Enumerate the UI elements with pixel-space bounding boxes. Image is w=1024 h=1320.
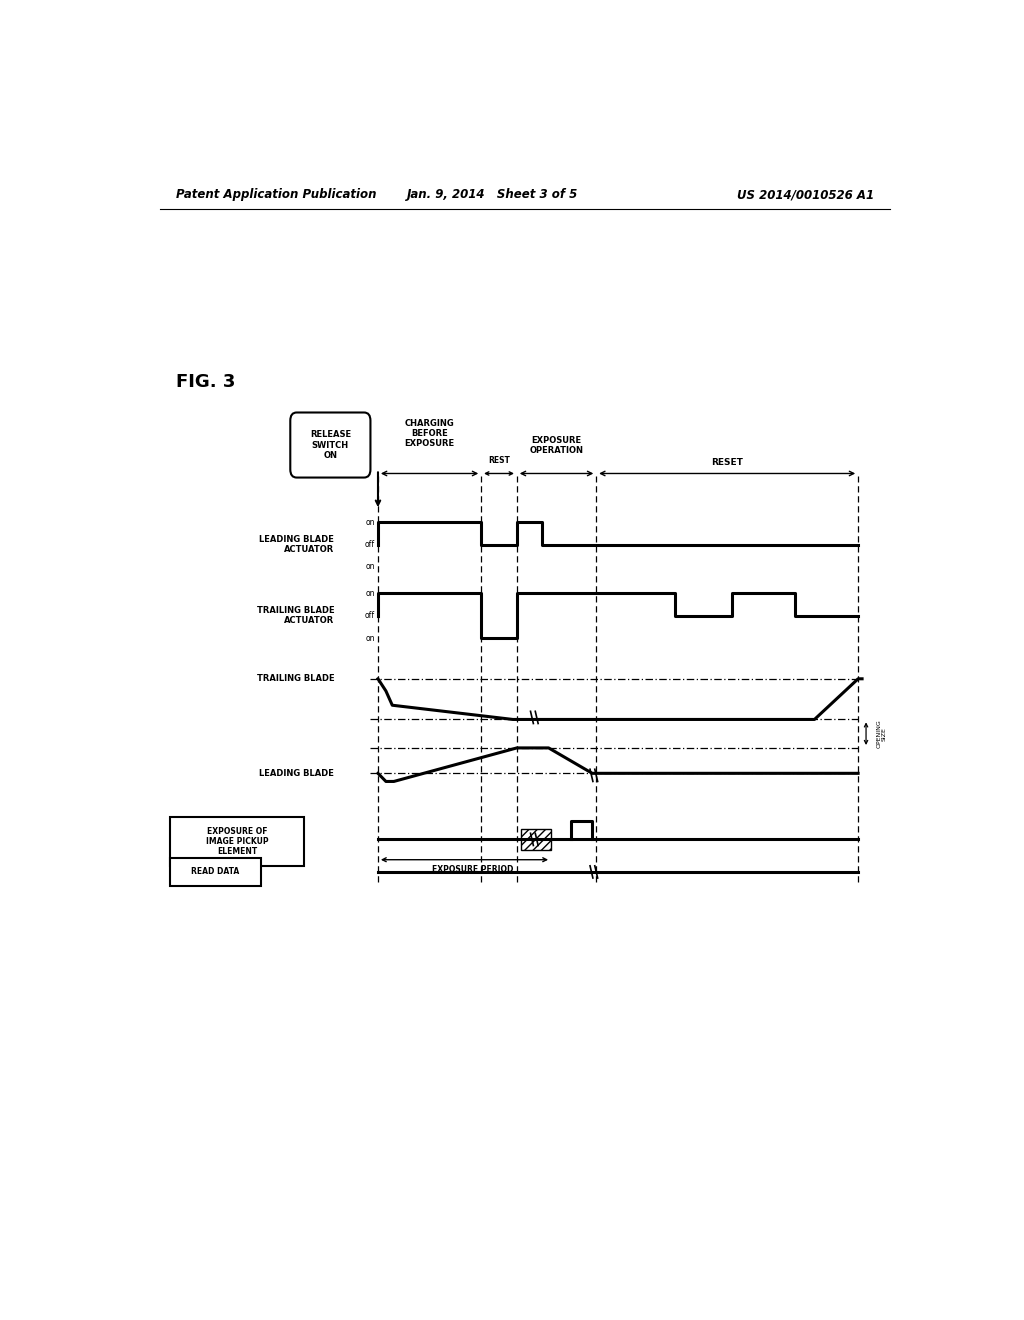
Text: on: on xyxy=(366,562,375,572)
Text: EXPOSURE OF
IMAGE PICKUP
ELEMENT: EXPOSURE OF IMAGE PICKUP ELEMENT xyxy=(206,826,268,857)
Text: EXPOSURE PERIOD: EXPOSURE PERIOD xyxy=(432,865,513,874)
Text: OPENING
SIZE: OPENING SIZE xyxy=(877,719,887,748)
Text: TRAILING BLADE
ACTUATOR: TRAILING BLADE ACTUATOR xyxy=(257,606,334,626)
Text: off: off xyxy=(365,540,375,549)
Text: READ DATA: READ DATA xyxy=(191,867,240,876)
Text: RESET: RESET xyxy=(712,458,743,467)
Text: RELEASE
SWITCH
ON: RELEASE SWITCH ON xyxy=(310,430,351,461)
Text: EXPOSURE
OPERATION: EXPOSURE OPERATION xyxy=(529,436,584,455)
FancyBboxPatch shape xyxy=(170,817,304,866)
Text: Patent Application Publication: Patent Application Publication xyxy=(176,189,376,202)
FancyBboxPatch shape xyxy=(290,412,371,478)
Text: LEADING BLADE: LEADING BLADE xyxy=(259,768,334,777)
Text: Jan. 9, 2014   Sheet 3 of 5: Jan. 9, 2014 Sheet 3 of 5 xyxy=(408,189,579,202)
Text: on: on xyxy=(366,517,375,527)
Text: LEADING BLADE
ACTUATOR: LEADING BLADE ACTUATOR xyxy=(259,535,334,554)
Text: on: on xyxy=(366,589,375,598)
Text: US 2014/0010526 A1: US 2014/0010526 A1 xyxy=(737,189,873,202)
Text: FIG. 3: FIG. 3 xyxy=(176,374,234,391)
Text: off: off xyxy=(365,611,375,620)
Bar xyxy=(521,829,551,850)
Text: TRAILING BLADE: TRAILING BLADE xyxy=(257,675,334,684)
Text: on: on xyxy=(366,634,375,643)
Text: REST: REST xyxy=(488,457,510,466)
Text: CHARGING
BEFORE
EXPOSURE: CHARGING BEFORE EXPOSURE xyxy=(404,418,455,447)
FancyBboxPatch shape xyxy=(170,858,260,886)
